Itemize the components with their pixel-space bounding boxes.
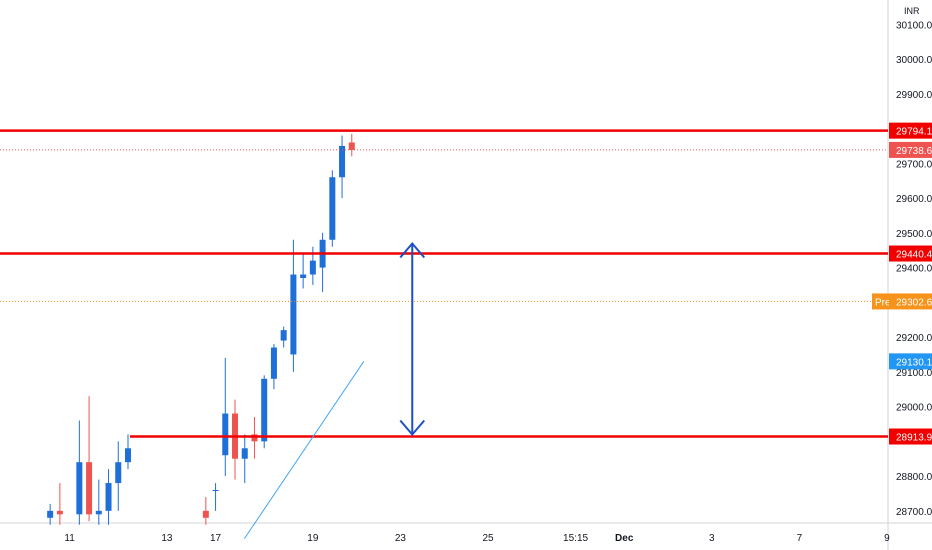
price-tick-label: 28700.00 — [896, 507, 932, 518]
price-tick-label: 29100.00 — [896, 368, 932, 379]
candle-body — [290, 274, 297, 355]
time-tick-label: 17 — [210, 533, 222, 544]
time-tick-label: 3 — [709, 533, 715, 544]
price-tick-label: 28800.00 — [896, 472, 932, 483]
measure-arrow-head-top — [399, 241, 426, 259]
time-tick-label: 25 — [482, 533, 494, 544]
pre-market-pill: Pre — [875, 297, 891, 308]
candle-body — [270, 347, 277, 379]
time-axis[interactable]: 11 13 17 19 23 25 15:15 Dec 3 7 9 — [64, 533, 890, 544]
candle-body — [86, 462, 93, 515]
time-tick-label: 23 — [395, 533, 407, 544]
time-tick-label: 15:15 — [563, 533, 588, 544]
candle-body — [202, 510, 209, 518]
currency-label[interactable]: INR — [904, 6, 920, 16]
horizontal-line-price-tag-bg — [889, 245, 932, 262]
candle-body — [280, 330, 287, 341]
candle-body — [261, 378, 268, 442]
blue-marker-price-tag: 29130.15 — [896, 357, 932, 368]
horizontal-line-price-tag-bg — [889, 122, 932, 139]
time-tick-label: 13 — [161, 533, 173, 544]
horizontal-line-price-tag: 28913.90 — [896, 433, 932, 444]
candle-body — [251, 434, 258, 442]
horizontal-line-price-tag-bg — [889, 428, 932, 445]
price-tags-layer: 29794.10 29440.45 28913.90 29738.60 29130.15… — [872, 122, 932, 445]
candle-body — [47, 510, 54, 518]
time-tick-label: 7 — [797, 533, 803, 544]
time-tick-label: Dec — [615, 533, 634, 544]
last-price-tag: 29738.60 — [896, 146, 932, 157]
candle-body — [329, 177, 336, 240]
drawings-layer[interactable] — [243, 241, 426, 539]
pre-market-price-tag: 29302.60 — [896, 297, 932, 308]
price-tick-label: 29500.00 — [896, 229, 932, 240]
currency-label-bg — [895, 4, 927, 18]
candle-body — [309, 260, 316, 275]
candle-body — [115, 462, 122, 484]
candle-body — [241, 448, 248, 459]
price-tick-label: 29700.00 — [896, 159, 932, 170]
pre-market-pill-bg — [872, 293, 889, 310]
blue-marker-price-tag-bg — [889, 353, 932, 370]
trend-line — [243, 361, 365, 539]
candle-body — [105, 483, 112, 511]
candle-body — [300, 274, 307, 279]
price-tick-label: 29200.00 — [896, 333, 932, 344]
candle-body — [56, 510, 63, 515]
price-tick-label: 30000.00 — [896, 55, 932, 66]
time-tick-label: 11 — [64, 533, 75, 544]
candle-body — [212, 489, 219, 491]
time-tick-label: 9 — [884, 533, 890, 544]
price-tick-label: 30100.00 — [896, 20, 932, 31]
time-tick-label: 19 — [307, 533, 319, 544]
horizontal-line-price-tag: 29794.10 — [896, 127, 932, 138]
price-axis[interactable]: 30100.00 30000.00 29900.00 29700.00 29600.00… — [896, 20, 932, 518]
price-tick-label: 29600.00 — [896, 194, 932, 205]
candle-body — [339, 145, 346, 178]
price-tick-label: 29900.00 — [896, 90, 932, 101]
candle-body — [124, 448, 131, 463]
candle-body — [76, 462, 83, 515]
price-tick-label: 29400.00 — [896, 264, 932, 275]
price-tick-label: 29000.00 — [896, 403, 932, 414]
pre-market-price-tag-bg — [889, 293, 932, 310]
horizontal-line-price-tag: 29440.45 — [896, 250, 932, 261]
candle-body — [348, 142, 355, 150]
horizontal-lines-layer[interactable] — [0, 129, 888, 438]
candle-body — [222, 413, 229, 456]
last-price-tag-bg — [889, 141, 932, 158]
candles-layer — [47, 133, 355, 525]
candle-body — [95, 510, 102, 515]
measure-arrow-head-bottom — [399, 419, 426, 437]
